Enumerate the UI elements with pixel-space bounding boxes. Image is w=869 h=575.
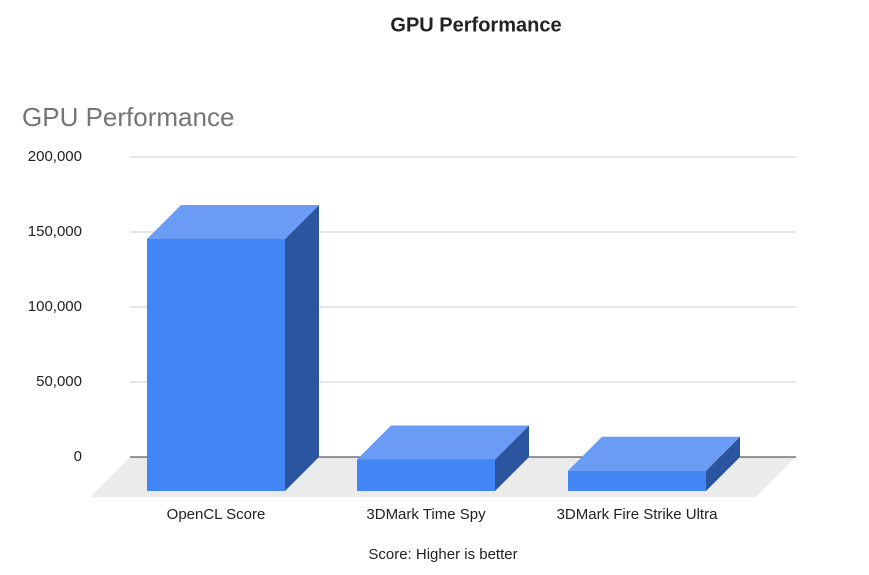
page-title: GPU Performance [390,14,561,36]
bar-side [285,205,319,491]
x-tick-label: 3DMark Time Spy [366,506,486,523]
y-tick-label: 150,000 [28,223,82,240]
bar-top [568,436,740,471]
bar-side [495,425,529,491]
x-tick-label: OpenCL Score [167,506,266,523]
bar [147,239,285,491]
bar [568,470,706,491]
x-axis-title: Score: Higher is better [368,546,517,563]
y-tick-label: 0 [74,448,82,465]
bar-top [147,205,319,239]
y-tick-label: 200,000 [28,148,82,165]
chart-title: GPU Performance [22,102,234,132]
bar-side [706,436,740,491]
bar-top [357,425,529,460]
y-tick-label: 50,000 [36,373,82,390]
bar [357,459,495,491]
x-tick-label: 3DMark Fire Strike Ultra [557,506,719,523]
y-tick-label: 100,000 [28,298,82,315]
